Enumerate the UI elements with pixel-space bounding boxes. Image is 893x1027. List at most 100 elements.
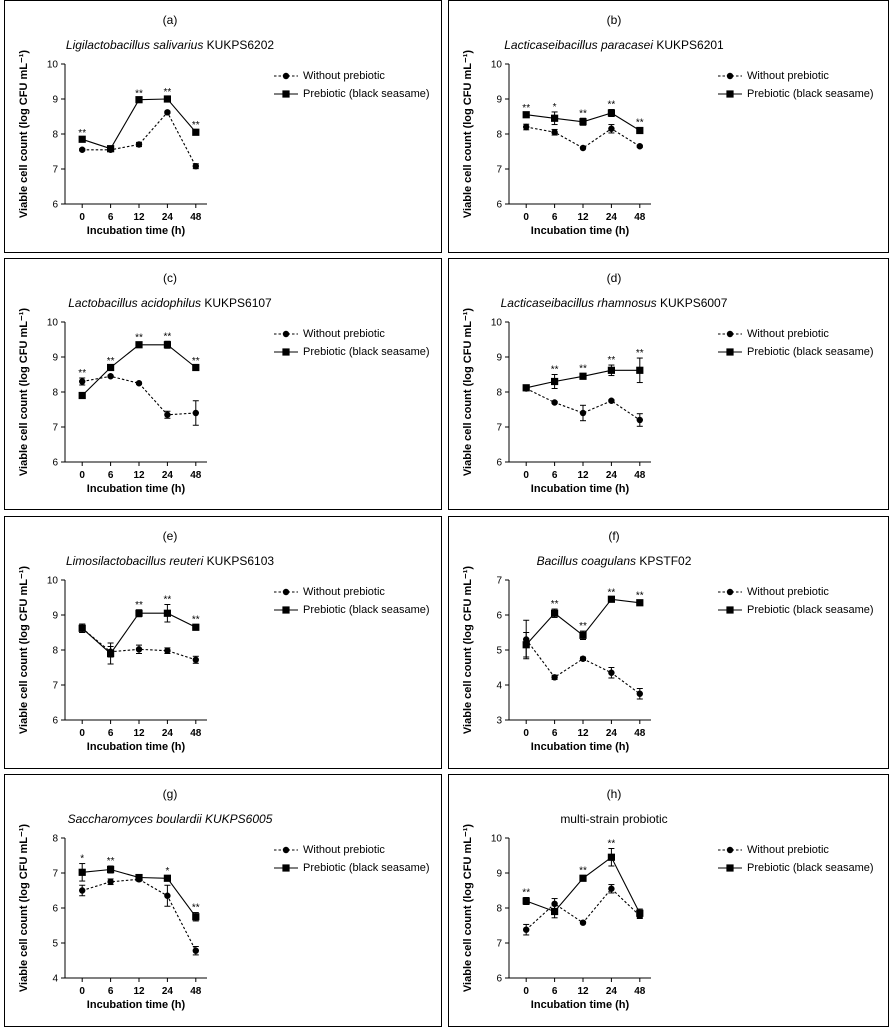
chart-title: Ligilactobacillus salivarius KUKPS6202 bbox=[5, 38, 335, 52]
y-tick-label: 7 bbox=[496, 576, 502, 587]
chart-title-species: Lacticaseibacillus rhamnosus bbox=[500, 296, 657, 310]
y-tick-label: 10 bbox=[491, 834, 503, 845]
x-tick-label: 0 bbox=[79, 212, 85, 223]
x-tick-label: 6 bbox=[108, 986, 114, 997]
legend: Without prebiotic Prebiotic (black seasam… bbox=[717, 841, 874, 877]
x-tick-label: 0 bbox=[79, 728, 85, 739]
legend-swatch bbox=[718, 330, 742, 338]
data-point-square bbox=[78, 135, 86, 143]
y-tick-label: 10 bbox=[47, 576, 59, 587]
legend-label: Without prebiotic bbox=[747, 586, 829, 599]
series-line-1 bbox=[82, 878, 197, 951]
series-line-1 bbox=[525, 388, 641, 421]
x-tick-label: 24 bbox=[606, 470, 618, 481]
significance-marker: ** bbox=[551, 599, 559, 610]
x-axis-label: Incubation time (h) bbox=[531, 741, 630, 753]
panel-label: (b) bbox=[606, 13, 622, 27]
significance-marker: ** bbox=[608, 355, 616, 366]
x-tick-label: 24 bbox=[162, 986, 174, 997]
data-point-square bbox=[192, 623, 200, 631]
y-tick-label: 5 bbox=[496, 646, 502, 657]
data-point-square bbox=[135, 341, 143, 349]
legend-item: Prebiotic (black seasame) bbox=[273, 343, 430, 361]
significance-marker: ** bbox=[78, 128, 86, 139]
data-point-circle bbox=[79, 887, 86, 894]
legend-item: Without prebiotic bbox=[273, 583, 430, 601]
significance-marker: ** bbox=[164, 595, 172, 606]
legend-swatch bbox=[718, 846, 742, 854]
legend-label: Prebiotic (black seasame) bbox=[303, 604, 430, 617]
data-point-circle bbox=[579, 655, 587, 662]
chart-svg: 6 7 8 9 10 0 6 12 24 48 Incubation time (h) Viable … bbox=[462, 824, 651, 1011]
y-axis-label: Viable cell count (log CFU mL⁻¹) bbox=[462, 50, 474, 219]
series-line-1 bbox=[525, 639, 641, 695]
panel-label: (a) bbox=[162, 13, 178, 27]
panel-label: (d) bbox=[606, 271, 622, 285]
data-point-square bbox=[522, 641, 530, 649]
x-tick-label: 48 bbox=[634, 470, 646, 481]
data-point-square bbox=[107, 649, 115, 658]
data-point-circle bbox=[192, 656, 199, 663]
data-point-circle bbox=[164, 647, 171, 654]
y-tick-label: 10 bbox=[47, 60, 59, 71]
x-tick-label: 0 bbox=[79, 986, 85, 997]
y-tick-label: 7 bbox=[52, 681, 58, 692]
y-tick-label: 5 bbox=[52, 939, 58, 950]
data-point-circle bbox=[135, 141, 143, 148]
data-point-square bbox=[636, 909, 644, 917]
legend-marker-square bbox=[282, 606, 290, 614]
x-tick-label: 48 bbox=[634, 212, 646, 223]
legend-label: Without prebiotic bbox=[303, 586, 385, 599]
chart-svg: 6 7 8 9 10 0 6 12 24 48 Incubation time (h) Viable … bbox=[18, 308, 207, 495]
x-tick-label: 0 bbox=[523, 212, 529, 223]
x-tick-label: 6 bbox=[108, 728, 114, 739]
x-tick-label: 24 bbox=[162, 470, 174, 481]
significance-marker: ** bbox=[192, 120, 200, 131]
x-tick-label: 48 bbox=[190, 470, 202, 481]
data-point-circle bbox=[636, 143, 643, 150]
chart-title: multi-strain probiotic bbox=[449, 812, 779, 826]
data-point-circle bbox=[551, 129, 558, 136]
legend-label: Prebiotic (black seasame) bbox=[747, 604, 874, 617]
data-point-circle bbox=[107, 878, 114, 885]
data-point-square bbox=[551, 907, 559, 916]
chart-title: Lactobacillus acidophilus KUKPS6107 bbox=[5, 296, 335, 310]
chart-title-species: Limosilactobacillus reuteri bbox=[65, 554, 204, 568]
data-point-square bbox=[107, 865, 115, 874]
data-point-square bbox=[78, 624, 86, 632]
significance-marker: ** bbox=[107, 856, 115, 867]
legend-swatch bbox=[274, 72, 298, 80]
data-point-square bbox=[607, 853, 615, 861]
data-point-square bbox=[192, 128, 200, 136]
legend-item: Without prebiotic bbox=[717, 841, 874, 859]
x-tick-label: 6 bbox=[552, 986, 558, 997]
series-line-1 bbox=[82, 375, 196, 416]
y-axis-label: Viable cell count (log CFU mL⁻¹) bbox=[462, 308, 474, 477]
chart-title-strain: KUKPS6107 bbox=[204, 296, 272, 310]
data-point-circle bbox=[551, 399, 558, 406]
chart-svg: 6 7 8 9 10 0 6 12 24 48 Incubation time (h) Viable … bbox=[462, 50, 651, 237]
panel-label: (g) bbox=[162, 787, 178, 801]
data-point-square bbox=[579, 874, 587, 882]
significance-marker: ** bbox=[522, 888, 530, 899]
data-point-square bbox=[163, 95, 171, 103]
legend: Without prebiotic Prebiotic (black seasam… bbox=[273, 67, 430, 103]
chart-title-species: Ligilactobacillus salivarius bbox=[65, 38, 204, 52]
x-tick-label: 24 bbox=[606, 212, 618, 223]
significance-marker: * bbox=[80, 854, 84, 865]
significance-marker: * bbox=[553, 102, 557, 113]
y-tick-label: 9 bbox=[52, 95, 58, 106]
x-tick-label: 6 bbox=[552, 470, 558, 481]
chart-title-strain: multi-strain probiotic bbox=[560, 812, 668, 826]
x-tick-label: 24 bbox=[606, 986, 618, 997]
significance-marker: ** bbox=[164, 87, 172, 98]
legend-marker-square bbox=[282, 90, 290, 98]
chart-panel-3: (c) Lactobacillus acidophilus KUKPS6107 6 7… bbox=[4, 258, 442, 510]
data-point-square bbox=[78, 868, 86, 876]
series-line-1 bbox=[526, 126, 641, 149]
x-tick-label: 48 bbox=[190, 212, 202, 223]
significance-marker: ** bbox=[164, 331, 172, 342]
data-point-square bbox=[107, 363, 115, 372]
data-point-square bbox=[551, 377, 559, 386]
y-tick-label: 8 bbox=[52, 130, 58, 141]
